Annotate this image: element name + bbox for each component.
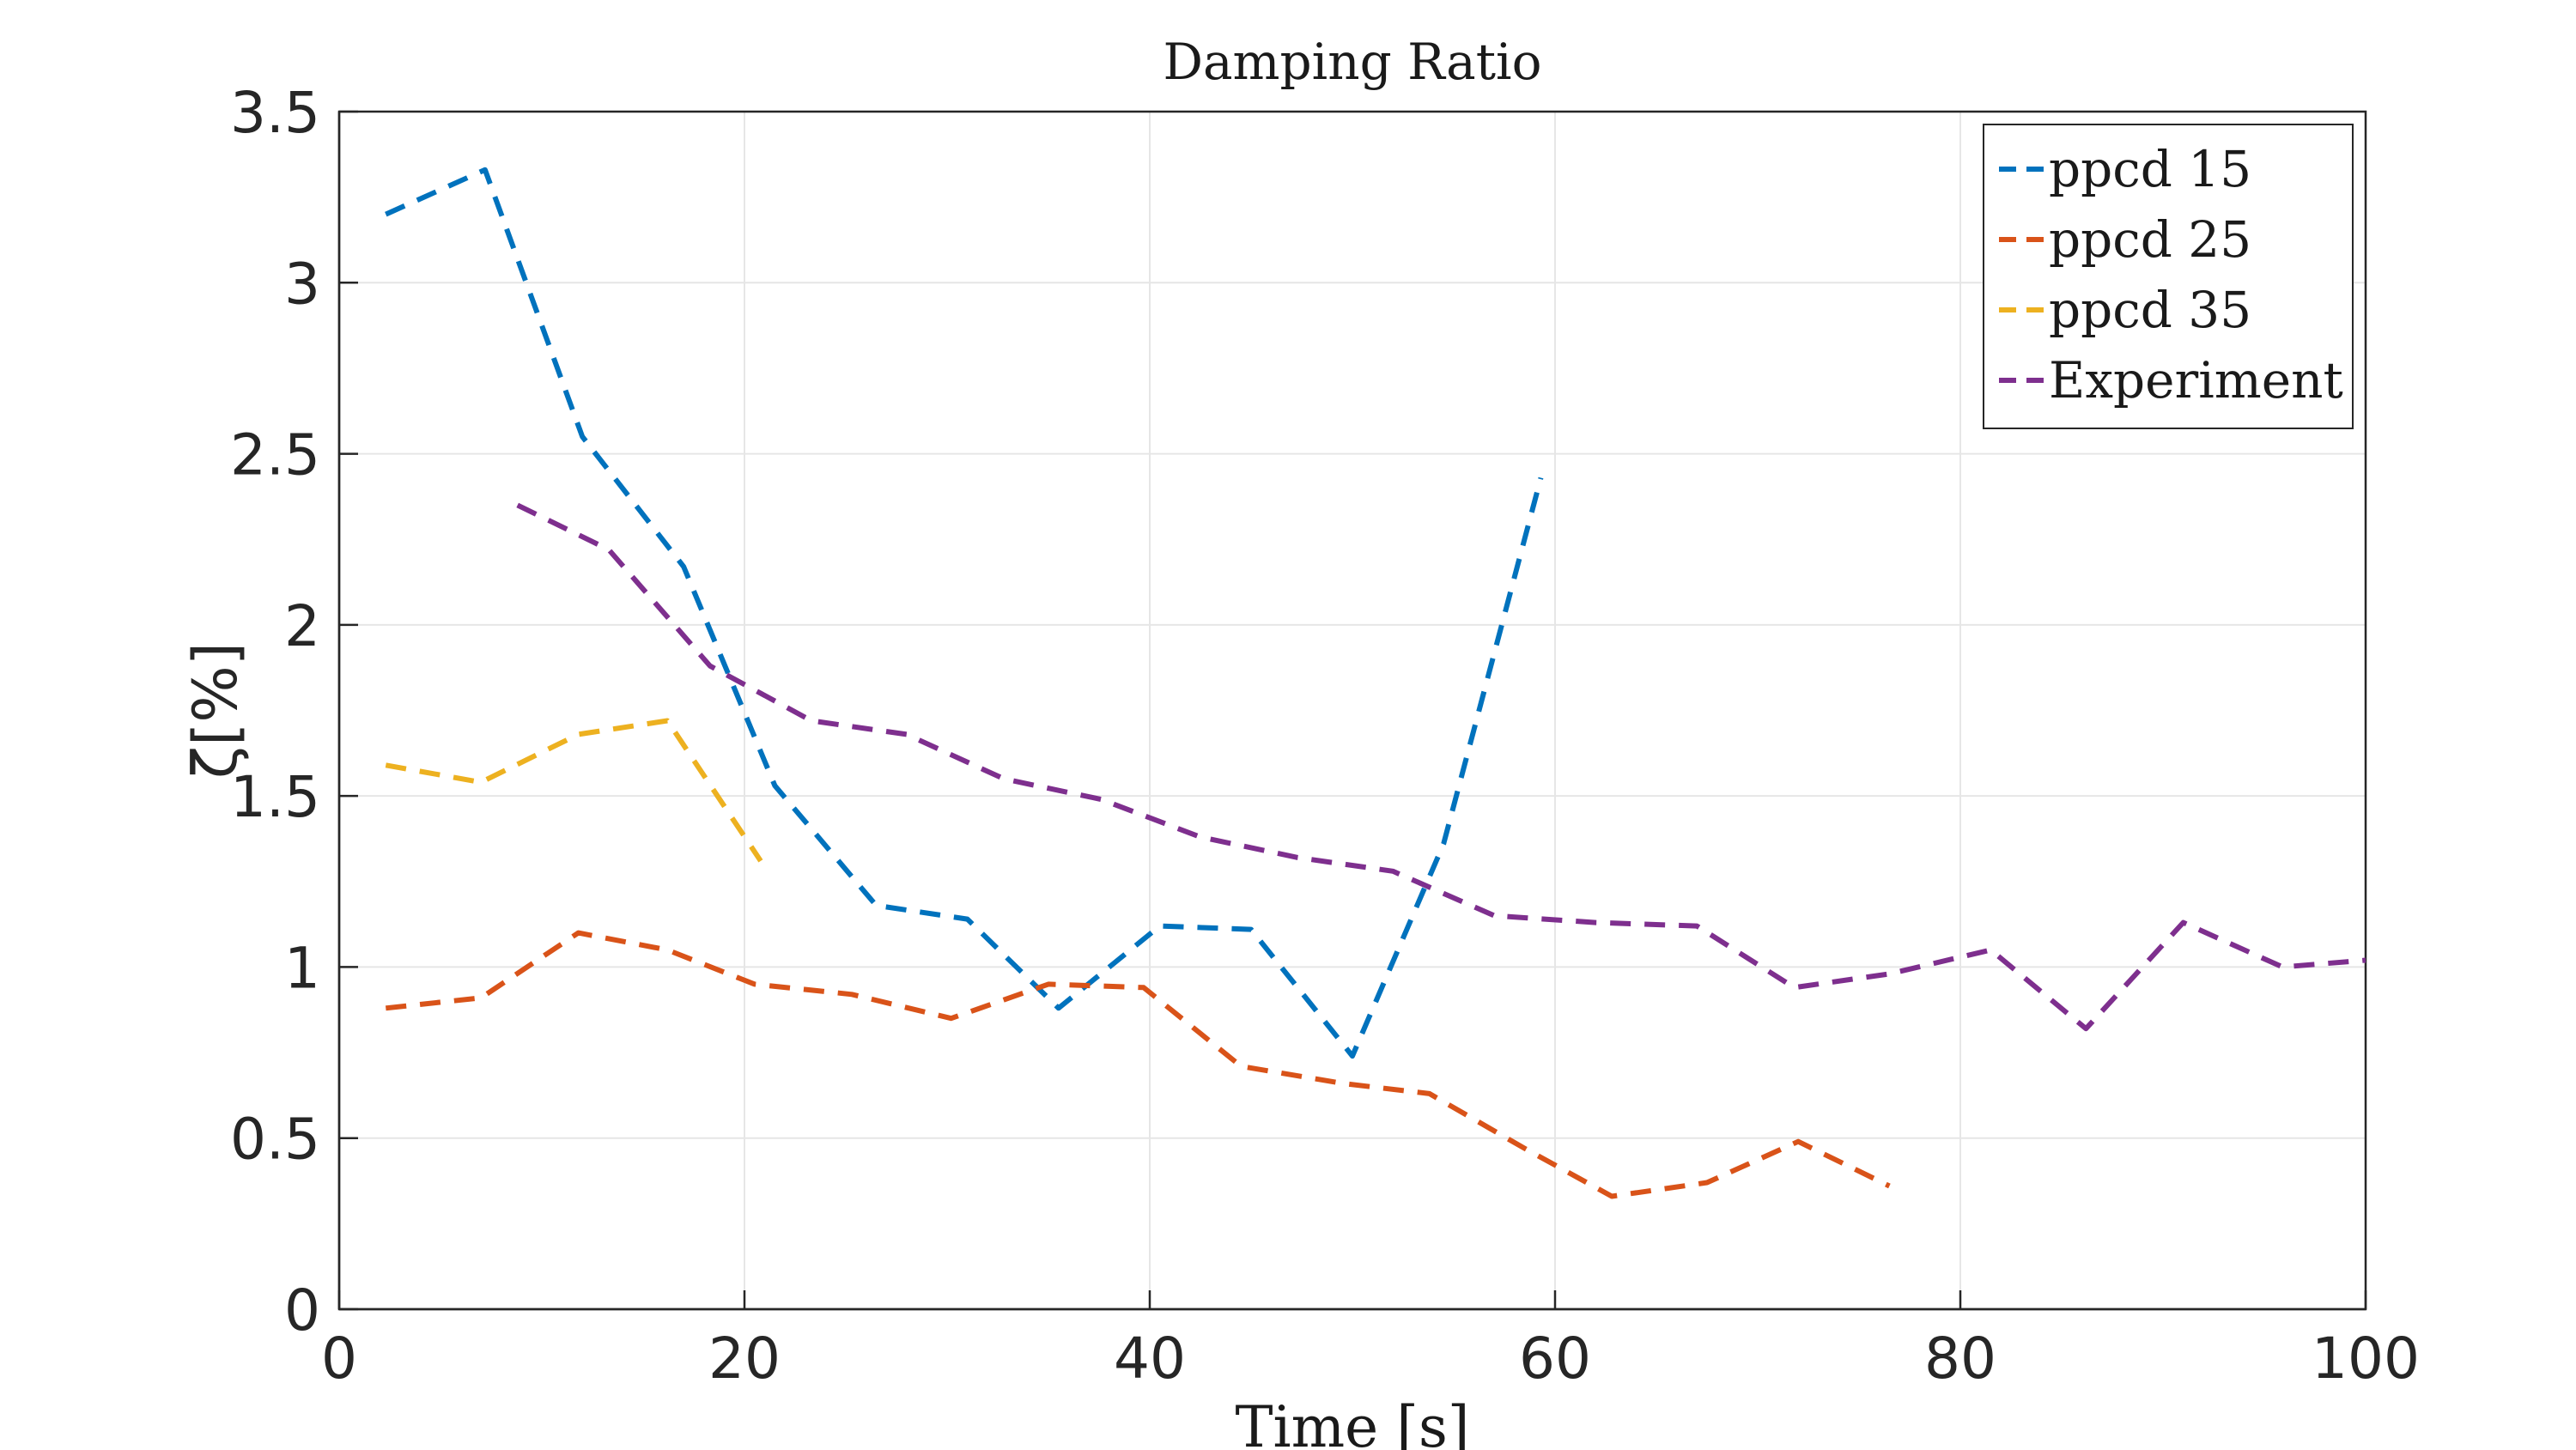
x-tick-labels: 0 20 40 60 80 100 xyxy=(321,1326,2420,1392)
x-tick-label: 20 xyxy=(708,1326,781,1392)
x-tick-label: 0 xyxy=(321,1326,357,1392)
legend: ppcd 15 ppcd 25 ppcd 35 Experiment xyxy=(1983,124,2354,429)
legend-label: ppcd 15 xyxy=(2049,140,2251,198)
series-line-4 xyxy=(516,502,2366,1032)
y-tick-label: 2 xyxy=(284,593,320,659)
series-line-3 xyxy=(385,718,763,863)
x-tick-label: 60 xyxy=(1519,1326,1591,1392)
x-tick-label: 40 xyxy=(1114,1326,1186,1392)
y-tick-labels: 0 0.5 1 1.5 2 2.5 3 3.5 xyxy=(230,80,320,1344)
series-line-1 xyxy=(385,167,1544,1059)
x-axis-label: Time [s] xyxy=(1235,1394,1469,1450)
axis-ticks xyxy=(337,110,2367,1311)
series-line-2 xyxy=(385,930,1891,1199)
chart-title: Damping Ratio xyxy=(1163,33,1541,91)
y-axis-label: ζ[%] xyxy=(180,642,251,779)
y-tick-label: 2.5 xyxy=(230,422,320,488)
series-lines xyxy=(385,167,2366,1199)
y-tick-label: 3 xyxy=(284,251,320,317)
y-tick-label: 0 xyxy=(284,1277,320,1344)
legend-label: ppcd 25 xyxy=(2049,210,2251,269)
x-tick-label: 80 xyxy=(1924,1326,1996,1392)
x-tick-label: 100 xyxy=(2312,1326,2420,1392)
legend-label: Experiment xyxy=(2049,351,2343,410)
y-tick-label: 1 xyxy=(284,935,320,1001)
legend-label: ppcd 35 xyxy=(2049,281,2251,339)
y-tick-label: 3.5 xyxy=(230,80,320,146)
y-tick-label: 1.5 xyxy=(230,764,320,830)
legend-box xyxy=(1983,124,2354,429)
y-tick-label: 0.5 xyxy=(230,1107,320,1173)
